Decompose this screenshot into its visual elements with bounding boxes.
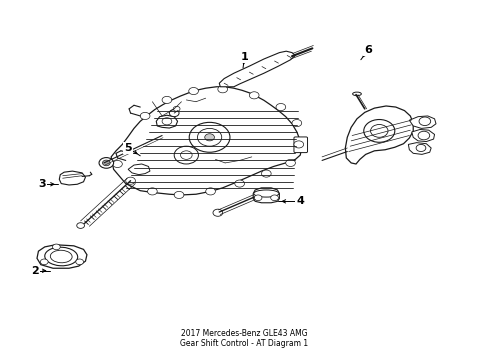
Circle shape [99,158,113,168]
Text: 2: 2 [31,266,39,276]
Ellipse shape [352,92,361,96]
Polygon shape [411,130,434,141]
Circle shape [363,120,394,142]
FancyBboxPatch shape [293,137,307,153]
Circle shape [417,131,429,140]
Circle shape [291,120,301,127]
Circle shape [162,118,171,125]
Circle shape [174,146,198,164]
Circle shape [173,106,180,111]
Circle shape [285,159,295,166]
Circle shape [147,188,157,195]
Circle shape [204,134,214,141]
Circle shape [370,125,387,137]
Circle shape [213,209,222,216]
Circle shape [174,192,183,198]
Circle shape [169,109,179,117]
Circle shape [180,151,192,159]
Text: 3: 3 [38,179,45,189]
Circle shape [415,144,425,152]
Circle shape [293,141,303,148]
Circle shape [270,195,278,201]
Text: 6: 6 [364,45,371,55]
Circle shape [261,170,271,177]
Circle shape [112,161,122,167]
Polygon shape [59,171,85,185]
Circle shape [249,92,259,99]
Ellipse shape [50,250,72,263]
Circle shape [102,160,110,166]
Circle shape [275,103,285,111]
Text: 2017 Mercedes-Benz GLE43 AMG
Gear Shift Control - AT Diagram 1: 2017 Mercedes-Benz GLE43 AMG Gear Shift … [180,329,308,348]
Polygon shape [37,245,87,268]
Circle shape [217,86,227,93]
Polygon shape [111,87,301,195]
Circle shape [162,96,171,103]
Text: 1: 1 [240,52,248,62]
Circle shape [254,195,262,201]
Polygon shape [219,51,295,87]
Polygon shape [407,143,430,154]
Polygon shape [253,188,279,203]
Polygon shape [345,106,412,164]
Circle shape [418,117,430,126]
Ellipse shape [253,190,278,197]
Circle shape [205,188,215,195]
Circle shape [140,112,150,120]
Circle shape [197,129,221,146]
Circle shape [77,223,84,228]
Circle shape [41,259,48,265]
Circle shape [125,177,135,184]
Circle shape [189,122,229,152]
Circle shape [76,259,83,265]
Polygon shape [408,116,435,129]
Circle shape [234,180,244,187]
Circle shape [188,87,198,95]
Text: 4: 4 [296,196,304,206]
Polygon shape [128,164,150,175]
Polygon shape [156,115,177,128]
Circle shape [52,244,60,250]
Ellipse shape [45,247,78,266]
Text: 5: 5 [124,143,132,153]
